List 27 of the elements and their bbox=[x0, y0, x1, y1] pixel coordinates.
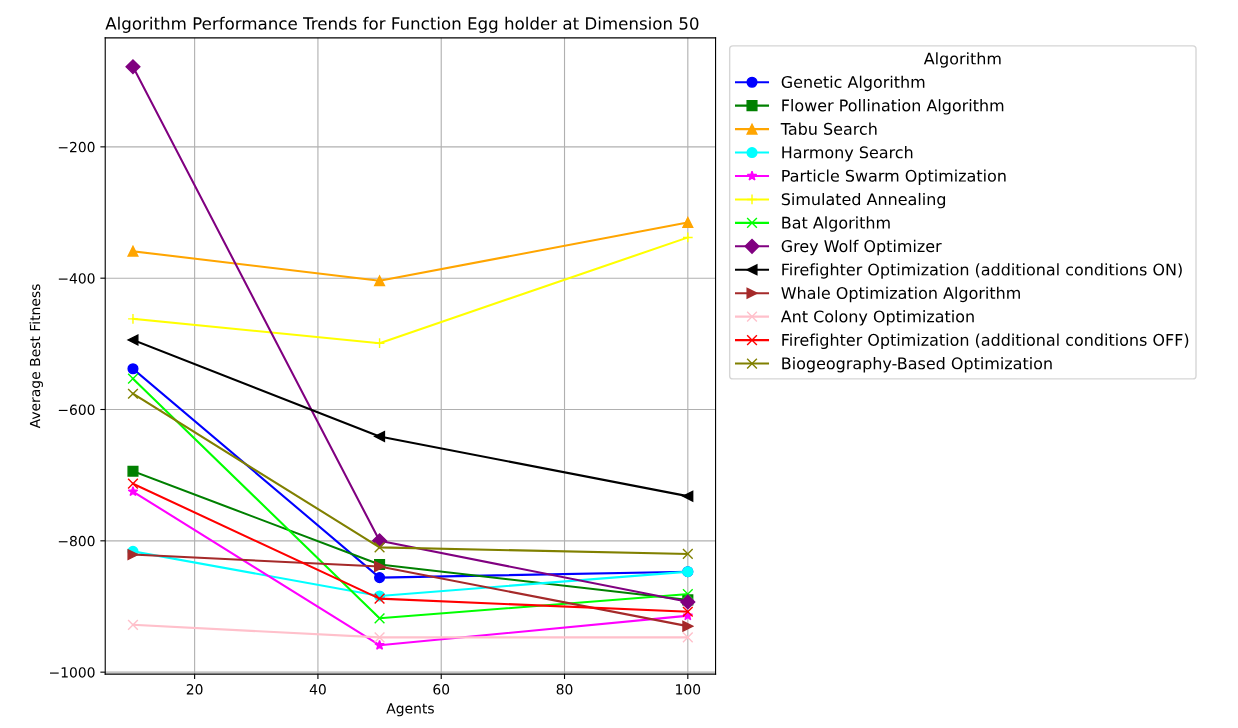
legend-label: Bat Algorithm bbox=[782, 216, 890, 232]
legend-label: Simulated Annealing bbox=[781, 192, 946, 209]
y-tick-label: −400 bbox=[58, 273, 95, 284]
y-axis-title: Average Best Fitness bbox=[29, 284, 43, 429]
legend-label: Biogeography-Based Optimization bbox=[782, 357, 1052, 373]
legend-label: Firefighter Optimization (additional conditions OFF) bbox=[782, 333, 1189, 350]
legend-label: Genetic Algorithm bbox=[781, 75, 925, 92]
y-tick-label: −200 bbox=[58, 141, 95, 153]
legend-label: Particle Swarm Optimization bbox=[782, 169, 1006, 185]
x-tick-label: 100 bbox=[676, 684, 701, 695]
legend-label: Harmony Search bbox=[782, 146, 913, 162]
x-tick-label: 80 bbox=[556, 684, 573, 695]
x-axis-title: Agents bbox=[386, 703, 434, 717]
y-tick-label: −800 bbox=[58, 535, 95, 547]
y-tick-label: −600 bbox=[58, 404, 95, 415]
legend-label: Firefighter Optimization (additional conditions ON) bbox=[782, 263, 1182, 279]
x-tick-label: 60 bbox=[433, 684, 450, 695]
x-tick-label: 20 bbox=[186, 684, 203, 695]
legend-label: Tabu Search bbox=[780, 122, 877, 135]
x-tick-label: 40 bbox=[309, 684, 326, 695]
legend-label: Whale Optimization Algorithm bbox=[781, 286, 1020, 303]
legend-label: Flower Pollination Algorithm bbox=[782, 99, 1004, 115]
legend-label: Grey Wolf Optimizer bbox=[781, 239, 942, 256]
chart-title: Algorithm Performance Trends for Function Egg holder at Dimension 50 bbox=[105, 16, 699, 33]
legend-label: Ant Colony Optimization bbox=[780, 310, 974, 326]
y-tick-label: −1000 bbox=[49, 667, 95, 678]
legend-title: Algorithm bbox=[923, 52, 1001, 68]
